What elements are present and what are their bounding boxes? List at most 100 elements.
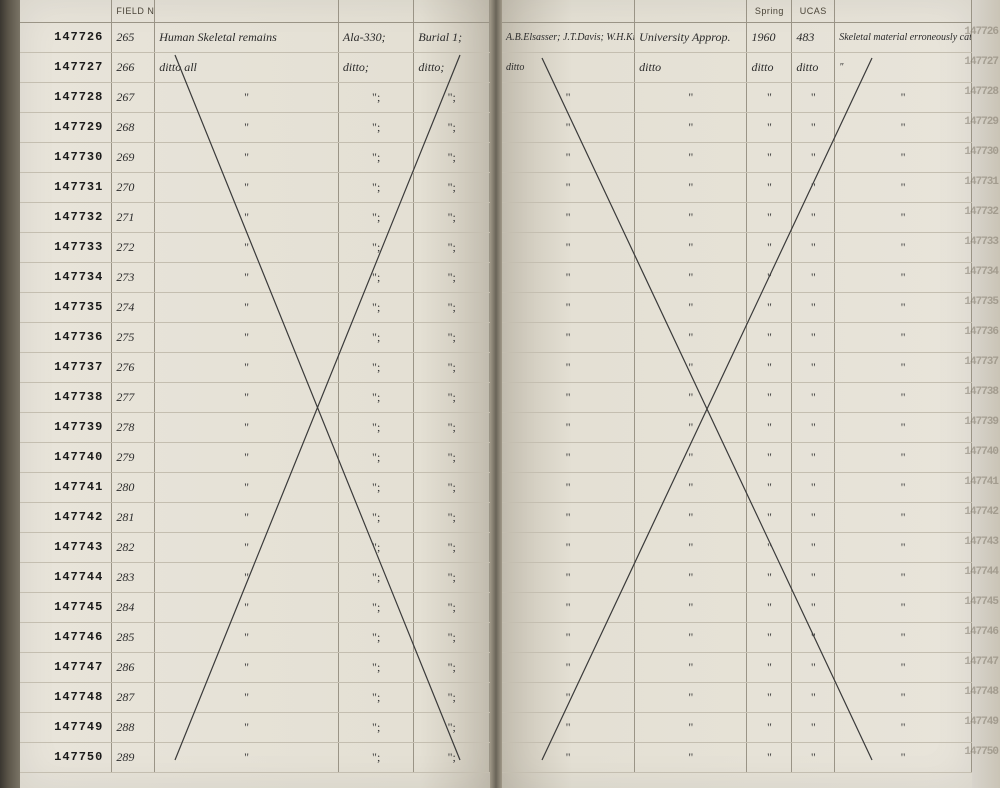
cell-field: 276 — [112, 352, 155, 382]
table-row: 147730269"";"; — [20, 142, 490, 172]
cell-date: " — [747, 352, 792, 382]
table-row: 147748287"";"; — [20, 682, 490, 712]
bleed-catalog-no: 147734 — [964, 266, 998, 278]
bleed-catalog-no: 147731 — [964, 176, 998, 188]
table-row: 147731270"";"; — [20, 172, 490, 202]
cell-burial: "; — [414, 562, 490, 592]
cell-fund: " — [635, 232, 747, 262]
header-row: FIELD No. — [20, 0, 490, 22]
cell-org: " — [792, 532, 835, 562]
book-binding — [0, 0, 20, 788]
cell-burial: Burial 1; — [414, 22, 490, 52]
table-row: """"" — [502, 262, 972, 292]
bleed-catalog-no: 147747 — [964, 656, 998, 668]
cell-desc: " — [155, 202, 339, 232]
cell-burial: "; — [414, 742, 490, 772]
table-row: 147738277"";"; — [20, 382, 490, 412]
cell-fund: " — [635, 742, 747, 772]
cell-desc: " — [155, 142, 339, 172]
cell-site: "; — [338, 142, 414, 172]
cell-collector: " — [502, 592, 635, 622]
table-row: """"" — [502, 532, 972, 562]
col-header-fund — [635, 0, 747, 22]
cell-fund: " — [635, 352, 747, 382]
cell-desc: " — [155, 712, 339, 742]
bleed-catalog-no: 147739 — [964, 416, 998, 428]
cell-burial: "; — [414, 382, 490, 412]
cell-fund: " — [635, 112, 747, 142]
cell-collector: " — [502, 682, 635, 712]
cell-date: " — [747, 502, 792, 532]
cell-site: "; — [338, 442, 414, 472]
bleed-catalog-no: 147732 — [964, 206, 998, 218]
cell-desc: " — [155, 682, 339, 712]
cell-field: 285 — [112, 622, 155, 652]
cell-org: " — [792, 202, 835, 232]
table-row: 147737276"";"; — [20, 352, 490, 382]
cell-fund: " — [635, 142, 747, 172]
cell-fund: " — [635, 322, 747, 352]
cell-org: " — [792, 652, 835, 682]
cell-remarks: " — [835, 292, 972, 322]
table-row: """"" — [502, 562, 972, 592]
cell-desc: " — [155, 472, 339, 502]
cell-burial: "; — [414, 412, 490, 442]
bleed-catalog-no: 147730 — [964, 146, 998, 158]
cell-fund: " — [635, 562, 747, 592]
cell-site: "; — [338, 262, 414, 292]
cell-remarks: " — [835, 502, 972, 532]
cell-field: 275 — [112, 322, 155, 352]
cell-site: "; — [338, 592, 414, 622]
table-row: """"" — [502, 172, 972, 202]
cell-catalog: 147729 — [20, 112, 112, 142]
cell-fund: " — [635, 622, 747, 652]
cell-field: 288 — [112, 712, 155, 742]
cell-site: "; — [338, 502, 414, 532]
bleed-catalog-no: 147750 — [964, 746, 998, 758]
cell-burial: "; — [414, 622, 490, 652]
cell-collector: " — [502, 472, 635, 502]
cell-remarks: " — [835, 352, 972, 382]
cell-burial: "; — [414, 142, 490, 172]
page-gutter — [490, 0, 502, 788]
cell-org: " — [792, 172, 835, 202]
table-row: """"" — [502, 622, 972, 652]
table-row: """"" — [502, 82, 972, 112]
cell-site: ditto; — [338, 52, 414, 82]
cell-field: 286 — [112, 652, 155, 682]
cell-date: " — [747, 682, 792, 712]
table-row: 147745284"";"; — [20, 592, 490, 622]
table-row: 147736275"";"; — [20, 322, 490, 352]
table-row: 147726265Human Skeletal remainsAla-330;B… — [20, 22, 490, 52]
cell-remarks: " — [835, 472, 972, 502]
cell-org: " — [792, 412, 835, 442]
table-row: 147733272"";"; — [20, 232, 490, 262]
table-row: """"" — [502, 412, 972, 442]
cell-burial: "; — [414, 262, 490, 292]
cell-catalog: 147738 — [20, 382, 112, 412]
cell-collector: ditto — [502, 52, 635, 82]
cell-catalog: 147736 — [20, 322, 112, 352]
cell-fund: " — [635, 652, 747, 682]
col-header-collector — [502, 0, 635, 22]
cell-catalog: 147743 — [20, 532, 112, 562]
table-row: """"" — [502, 712, 972, 742]
cell-burial: "; — [414, 712, 490, 742]
cell-collector: " — [502, 112, 635, 142]
cell-desc: " — [155, 382, 339, 412]
cell-desc: " — [155, 322, 339, 352]
right-table: SpringUCASA.B.Elsasser; J.T.Davis; W.H.K… — [502, 0, 972, 773]
left-table: FIELD No.147726265Human Skeletal remains… — [20, 0, 490, 773]
cell-org: " — [792, 502, 835, 532]
col-header-remarks — [835, 0, 972, 22]
next-page-bleed: 1477261477271477281477291477301477311477… — [972, 0, 1000, 788]
cell-remarks: " — [835, 382, 972, 412]
bleed-catalog-no: 147746 — [964, 626, 998, 638]
cell-fund: " — [635, 592, 747, 622]
col-header-date: Spring — [747, 0, 792, 22]
cell-remarks: " — [835, 112, 972, 142]
cell-fund: " — [635, 262, 747, 292]
cell-collector: " — [502, 262, 635, 292]
cell-desc: " — [155, 352, 339, 382]
cell-org: " — [792, 592, 835, 622]
